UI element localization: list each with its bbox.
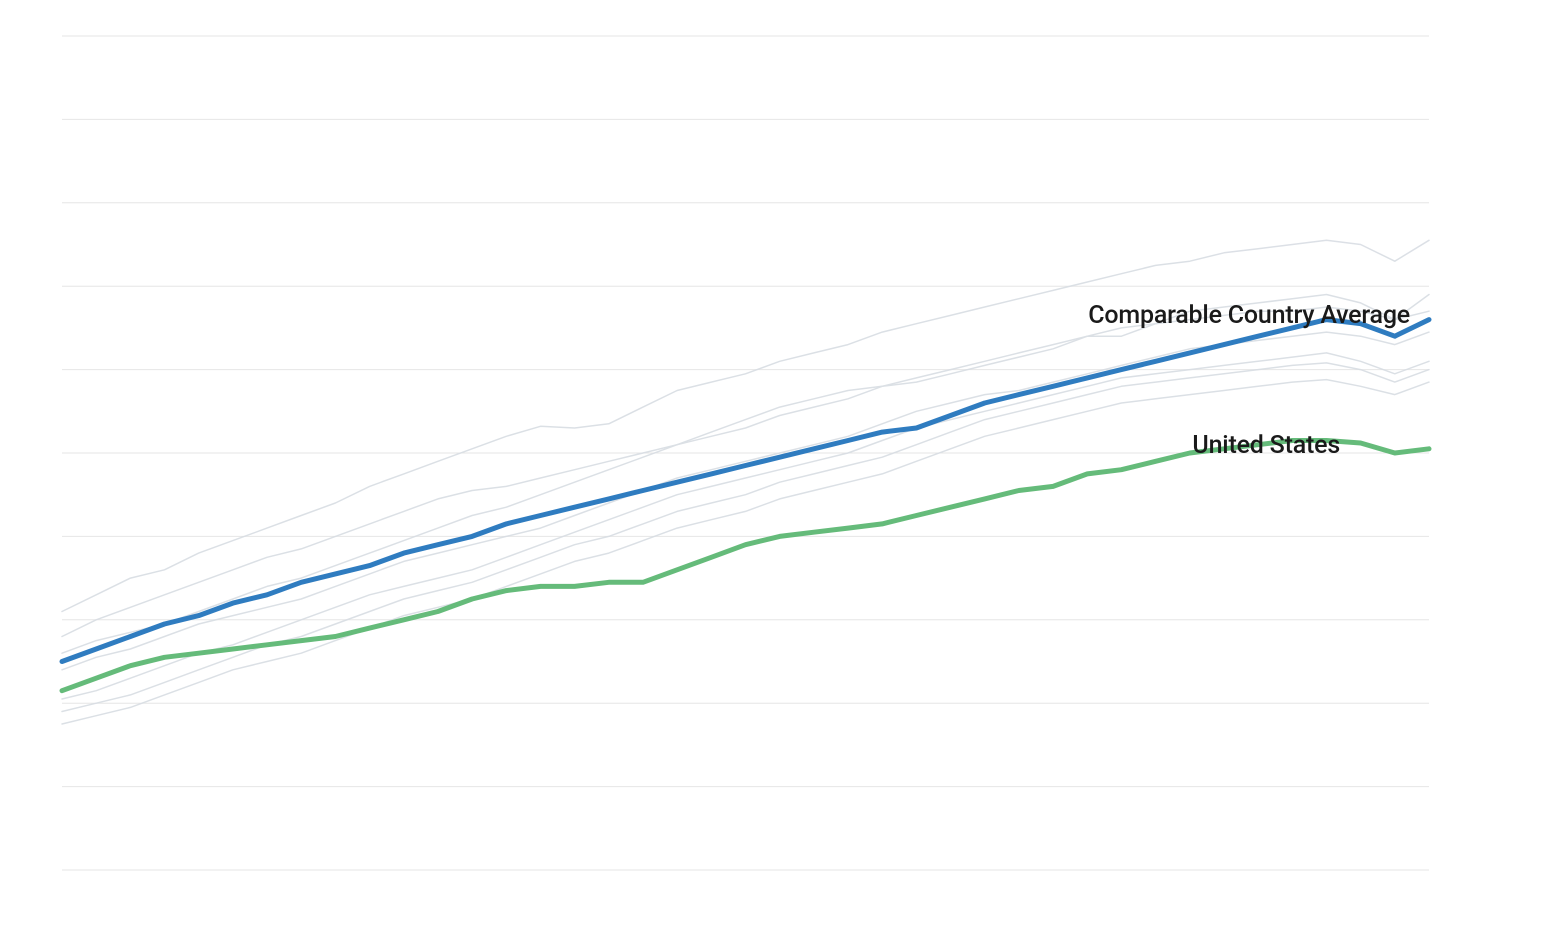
chart-svg: Comparable Country Average United States [0, 0, 1560, 946]
series-label-comparable-country-average: Comparable Country Average [1088, 301, 1410, 330]
series-label-united-states: United States [1192, 431, 1340, 460]
line-chart: Comparable Country Average United States [0, 0, 1560, 946]
